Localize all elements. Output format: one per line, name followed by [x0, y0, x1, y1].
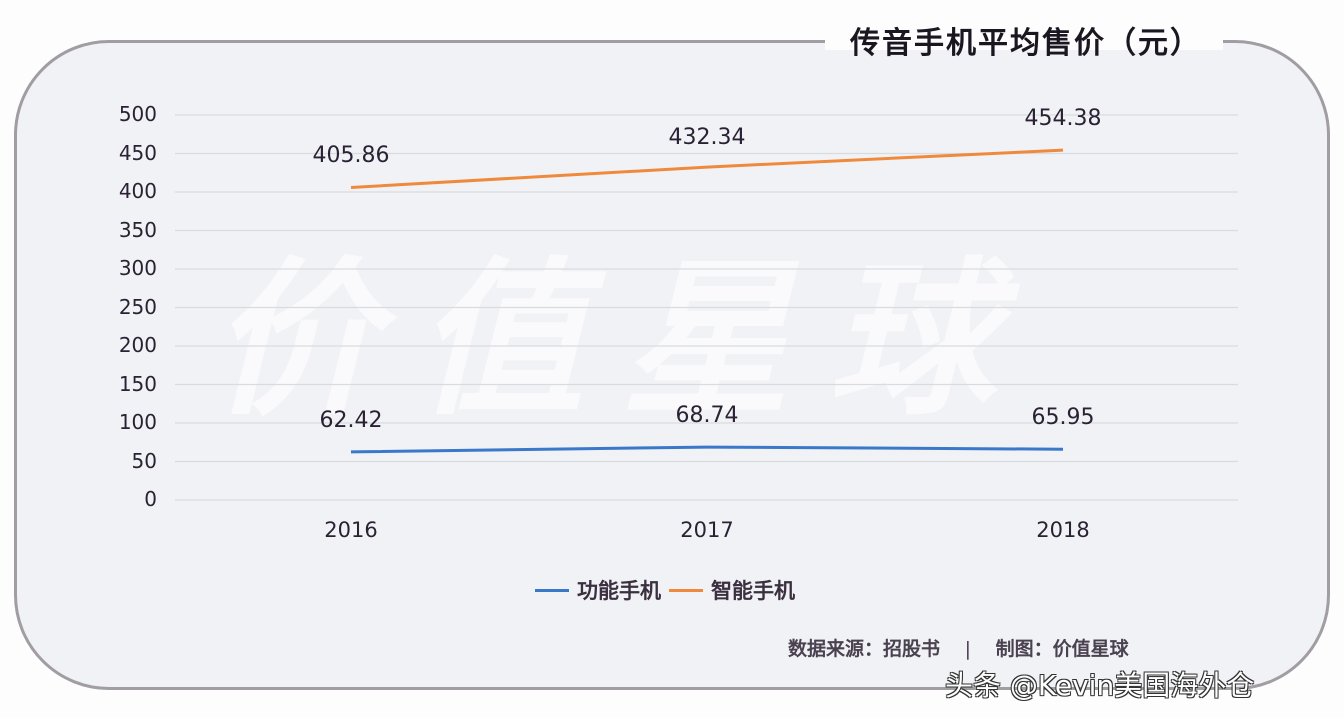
smart-phone-line	[350, 148, 1064, 189]
source-note: 数据来源：招股书 | 制图：价值星球	[788, 634, 1129, 661]
legend-item-smart-phone[interactable]: 智能手机	[669, 575, 795, 605]
y-tick: 250	[118, 294, 157, 319]
legend-label: 智能手机	[711, 579, 795, 603]
x-tick: 2016	[324, 518, 378, 542]
data-label: 432.34	[668, 125, 746, 151]
legend-swatch-icon	[535, 588, 569, 592]
separator: |	[964, 638, 972, 660]
chart-frame	[14, 40, 1330, 690]
data-label: 405.86	[312, 143, 390, 169]
y-tick: 350	[118, 217, 157, 242]
made-by: 制图：价值星球	[995, 638, 1129, 660]
watermark: 价值星球	[210, 242, 1034, 438]
data-label: 65.95	[1031, 405, 1095, 431]
y-tick: 450	[118, 140, 157, 165]
legend-item-feature-phone[interactable]: 功能手机	[535, 575, 661, 605]
legend-label: 功能手机	[577, 579, 661, 603]
y-tick: 200	[118, 333, 157, 357]
y-tick: 500	[118, 102, 157, 126]
y-tick: 300	[118, 256, 157, 280]
gridlines	[175, 114, 1238, 501]
y-tick: 50	[131, 448, 157, 473]
chart-title: 传音手机平均售价（元）	[850, 26, 1202, 61]
data-source: 数据来源：招股书	[788, 638, 941, 660]
x-tick: 2017	[680, 518, 734, 542]
y-tick: 150	[118, 371, 157, 396]
x-tick: 2018	[1036, 518, 1090, 542]
legend: 功能手机 智能手机	[535, 575, 803, 605]
title-gap	[825, 30, 1223, 50]
credit-watermark: 头条 @Kevin美国海外仓	[945, 669, 1255, 702]
y-tick: 400	[118, 179, 157, 203]
legend-swatch-icon	[669, 588, 703, 592]
feature-phone-line	[350, 445, 1064, 454]
y-tick: 0	[144, 487, 157, 511]
data-label: 62.42	[319, 407, 383, 433]
data-label: 68.74	[675, 403, 739, 429]
data-label: 454.38	[1024, 106, 1102, 132]
y-tick: 100	[118, 410, 157, 434]
